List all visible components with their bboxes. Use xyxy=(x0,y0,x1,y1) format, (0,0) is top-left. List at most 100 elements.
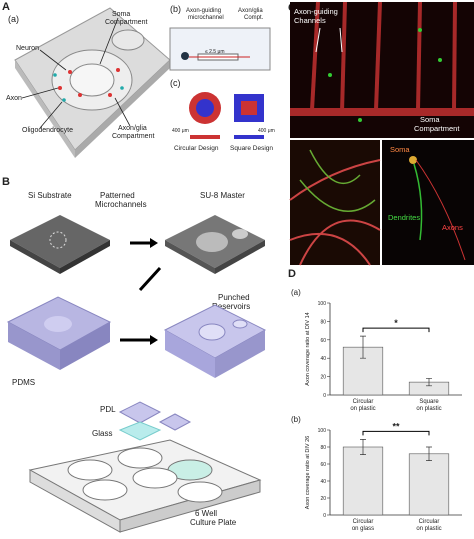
soma-cell xyxy=(409,156,417,164)
neuron-body xyxy=(181,52,189,60)
reservoir xyxy=(111,29,145,51)
y-tick-label: 40 xyxy=(320,356,326,362)
small-device xyxy=(118,401,162,424)
sub-label: (b) xyxy=(170,4,181,14)
dendrites xyxy=(299,149,376,212)
punched-side xyxy=(215,330,265,378)
y-tick-label: 0 xyxy=(323,393,326,399)
pdms-side xyxy=(60,322,110,370)
sub-label: (c) xyxy=(170,78,181,88)
label: 400 μm xyxy=(258,128,275,134)
micrograph xyxy=(290,140,380,265)
label: Axon-guiding Channels xyxy=(294,7,338,25)
error-bar xyxy=(426,378,432,387)
x-tick-label: Square on plastic xyxy=(416,399,441,412)
x-tick-line: on plastic xyxy=(416,406,441,412)
channels xyxy=(290,1,474,116)
device-side xyxy=(15,60,75,158)
label: Axon/glia Compt. xyxy=(238,8,264,21)
y-tick-label: 20 xyxy=(320,375,326,381)
error-bar xyxy=(426,446,432,461)
y-tick-label: 60 xyxy=(320,338,326,344)
label: Axon xyxy=(6,95,22,102)
pattern xyxy=(49,231,67,249)
master-res xyxy=(232,229,248,239)
panel-letter: B xyxy=(2,176,10,188)
x-tick-line: Circular xyxy=(419,519,440,525)
soma-well xyxy=(69,63,115,97)
panel-b: B Si Substrate Patterned Microchannels SU… xyxy=(2,176,267,533)
wafer-side xyxy=(10,240,60,274)
pdms-ring xyxy=(44,316,72,332)
label: Dendrites xyxy=(388,213,420,222)
significance: * xyxy=(394,318,398,328)
x-tick-line: on glass xyxy=(352,526,374,532)
leader-lines xyxy=(21,17,131,129)
arrow-head xyxy=(150,238,158,248)
significance-bracket xyxy=(362,430,430,436)
label: Axon-guiding microchannel xyxy=(186,8,224,21)
punched-side xyxy=(165,330,215,378)
sub-label: (a) xyxy=(8,14,19,24)
arrows xyxy=(315,27,343,53)
y-tick-label: 80 xyxy=(320,319,326,325)
label: Square Design xyxy=(230,145,273,152)
square-inner xyxy=(241,101,257,115)
label: Axon/glia Compartment xyxy=(112,125,154,140)
label: Oligodendrocyte xyxy=(22,127,73,134)
wells xyxy=(67,447,223,503)
panel-label: (b) xyxy=(291,415,301,424)
dendrite xyxy=(413,163,423,241)
micrograph xyxy=(382,140,474,265)
label: Axons xyxy=(442,223,463,232)
significance-bracket xyxy=(362,327,430,333)
label: PDMS xyxy=(12,378,35,387)
y-tick-label: 40 xyxy=(320,479,326,485)
axon xyxy=(415,159,466,261)
y-tick-label: 80 xyxy=(320,445,326,451)
master-side xyxy=(215,240,265,274)
x-tick-line: on plastic xyxy=(416,526,441,532)
label: Circular Design xyxy=(174,145,219,152)
panel-d: D (a) Axon coverage ratio at DIV 14 0 20 40 6… xyxy=(288,268,462,532)
label: PDL xyxy=(100,405,116,414)
y-tick-label: 20 xyxy=(320,496,326,502)
x-tick-label: Circular on plastic xyxy=(350,399,375,412)
significance: ** xyxy=(392,421,400,431)
bar xyxy=(342,446,384,516)
panel-label: (a) xyxy=(291,288,301,297)
y-axis-label: Axon coverage ratio at DIV 26 xyxy=(305,436,311,509)
bar xyxy=(408,453,450,516)
y-tick-label: 100 xyxy=(318,428,327,434)
si-wafer xyxy=(10,215,110,268)
wafer-side xyxy=(60,240,110,274)
cell-bodies xyxy=(328,28,442,122)
label: 400 μm xyxy=(172,128,189,134)
error-bar xyxy=(360,335,366,359)
small-device xyxy=(158,413,192,431)
label: Neuron xyxy=(16,45,39,52)
cross-section xyxy=(169,27,271,71)
panel-a: A (a) Soma Compartment Neuron Axon Oligod… xyxy=(2,1,275,158)
scale-strip xyxy=(234,135,264,139)
y-axis-label: Axon coverage ratio at DIV 14 xyxy=(305,312,311,385)
x-tick-label: Circular on plastic xyxy=(416,519,441,532)
label: Soma xyxy=(390,145,410,154)
x-tick-line: Circular xyxy=(353,519,374,525)
cells xyxy=(58,68,120,97)
x-tick-line: Square xyxy=(419,399,439,405)
panel-letter: D xyxy=(288,268,296,280)
scale-strip xyxy=(190,135,220,139)
reservoir xyxy=(198,323,226,341)
y-tick-label: 60 xyxy=(320,462,326,468)
y-tick-label: 0 xyxy=(323,513,326,519)
x-tick-label: Circular on glass xyxy=(352,519,374,532)
panel-letter: A xyxy=(2,1,10,13)
label: Glass xyxy=(92,429,112,438)
label: SU-8 Master xyxy=(200,191,245,200)
glass-slide xyxy=(118,421,162,441)
label: Patterned Microchannels xyxy=(95,191,147,209)
error-bar xyxy=(360,439,366,455)
